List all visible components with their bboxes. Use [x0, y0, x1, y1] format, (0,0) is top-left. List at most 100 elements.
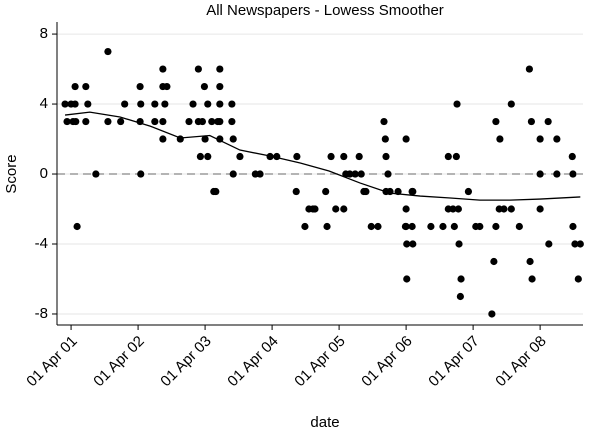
point [189, 100, 197, 108]
point [228, 100, 236, 108]
point [194, 65, 202, 73]
point [488, 310, 496, 318]
y-tick-label: -8 [35, 305, 48, 322]
point [204, 100, 212, 108]
point [449, 205, 457, 213]
point [293, 152, 301, 161]
point [507, 100, 515, 108]
x-axis-label: date [310, 414, 339, 431]
point [163, 82, 171, 91]
point [456, 292, 464, 301]
point [201, 135, 209, 143]
point [151, 100, 159, 108]
point [496, 135, 504, 143]
point [536, 205, 544, 213]
x-tick-label: 01 Apr 04 [224, 333, 281, 390]
point [84, 100, 92, 108]
point [185, 117, 193, 126]
point [73, 222, 81, 231]
point [104, 47, 112, 56]
point [515, 222, 523, 231]
point [82, 82, 90, 91]
point [545, 240, 553, 248]
x-tick-label: 01 Apr 05 [291, 333, 348, 390]
point [576, 240, 584, 248]
point [569, 222, 577, 231]
point [455, 240, 463, 248]
point [161, 100, 169, 108]
point [402, 222, 410, 231]
point [525, 65, 533, 73]
point [327, 152, 335, 161]
point [492, 222, 500, 231]
x-tick-label: 01 Apr 06 [358, 333, 415, 390]
point [528, 275, 536, 283]
point [159, 65, 167, 73]
point [137, 100, 145, 108]
y-axis-label: Score [3, 154, 20, 193]
point [208, 117, 216, 126]
point [72, 117, 80, 126]
point [121, 100, 129, 108]
point [408, 222, 416, 231]
x-tick-label: 01 Apr 08 [492, 333, 549, 390]
point [380, 117, 388, 126]
point [159, 117, 167, 126]
point [82, 117, 90, 126]
point [444, 152, 452, 161]
point [200, 82, 209, 91]
point [346, 170, 354, 178]
point [526, 257, 534, 266]
point [362, 187, 370, 196]
y-tick-label: 8 [40, 25, 48, 42]
point [151, 117, 159, 126]
point [381, 135, 389, 143]
point [544, 117, 552, 126]
point [71, 82, 79, 91]
y-tick-label: -4 [35, 235, 48, 252]
point [198, 117, 207, 126]
point [323, 222, 331, 231]
point [464, 187, 473, 196]
point [402, 135, 410, 143]
point [340, 152, 348, 161]
point [216, 117, 224, 126]
point [292, 187, 300, 196]
point [553, 135, 561, 143]
point [403, 240, 411, 248]
point [527, 117, 536, 126]
point [357, 170, 365, 178]
point [453, 100, 461, 108]
point [236, 152, 244, 161]
point [216, 100, 224, 108]
chart-title: All Newspapers - Lowess Smoother [206, 2, 444, 19]
point [311, 205, 319, 213]
point [367, 222, 375, 231]
point [104, 117, 112, 126]
point [490, 257, 498, 266]
point [536, 170, 544, 178]
point [409, 187, 417, 196]
point [500, 205, 508, 213]
point [571, 240, 579, 248]
point [229, 135, 237, 143]
point [450, 222, 458, 231]
point [457, 275, 465, 283]
point [340, 205, 348, 213]
point [382, 152, 390, 161]
point [216, 65, 224, 73]
point [228, 117, 236, 126]
point [409, 240, 417, 248]
point [71, 100, 79, 108]
point [454, 205, 462, 213]
point [61, 100, 69, 108]
point [136, 82, 144, 91]
point [212, 187, 220, 196]
x-tick-label: 01 Apr 02 [90, 333, 147, 390]
point [568, 152, 576, 161]
point [355, 152, 363, 161]
point [256, 170, 264, 178]
y-tick-label: 0 [40, 165, 48, 182]
x-tick-label: 01 Apr 01 [23, 333, 80, 390]
